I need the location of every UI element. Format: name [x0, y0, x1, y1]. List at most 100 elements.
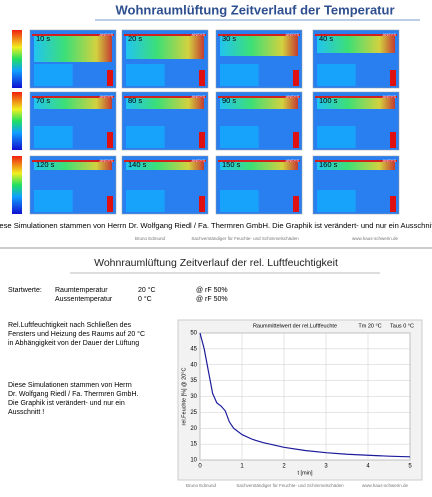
- sim-zone: [126, 64, 165, 86]
- wall: [218, 96, 300, 98]
- wall: [32, 34, 114, 36]
- sim-warm: [126, 36, 204, 59]
- sim-zone: [317, 126, 356, 148]
- sim-warm: [317, 162, 395, 170]
- footer: www.haus-schwerin.de: [362, 483, 409, 488]
- bottom-title: Wohnraumlüftung Zeitverlauf der rel. Luf…: [94, 257, 338, 269]
- paragraph: in Abhängigkeit von der Dauer der Lüftun…: [8, 340, 139, 347]
- frame-label: 70 s: [36, 96, 50, 105]
- frame-logo: ANSYS: [191, 32, 205, 37]
- sim-zone: [220, 126, 259, 148]
- sim-warm: [126, 162, 204, 170]
- frame-label: 40 s: [319, 34, 333, 43]
- x-tick-label: 4: [366, 464, 370, 470]
- x-tick-label: 2: [282, 464, 286, 470]
- sim-warm: [34, 36, 112, 62]
- chart-title: Raummittelwert der rel.Luftfeuchte: [253, 323, 337, 329]
- frame-logo: ANSYS: [382, 32, 396, 37]
- y-tick-label: 20: [190, 426, 197, 432]
- frame-logo: ANSYS: [191, 158, 205, 163]
- wall: [218, 160, 300, 162]
- heater: [107, 132, 113, 148]
- frame-label: 10 s: [36, 34, 50, 43]
- paragraph: Die Graphik ist verändert- und nur ein: [8, 400, 125, 407]
- sim-warm: [34, 162, 112, 170]
- sim-zone: [126, 126, 165, 148]
- start-value: 0 °C: [138, 295, 152, 303]
- y-tick-label: 50: [190, 331, 197, 337]
- frame-logo: ANSYS: [382, 158, 396, 163]
- frame-logo: ANSYS: [285, 94, 299, 99]
- sim-warm: [220, 98, 298, 109]
- frame-label: 120 s: [36, 160, 55, 169]
- sim-warm: [34, 98, 112, 109]
- paragraph: Rel.Luftfeuchtigkeit nach Schließen des: [8, 322, 131, 329]
- sim-zone: [34, 190, 73, 212]
- top-title: Wohnraumlüftung Zeitverlauf der Temperat…: [115, 2, 394, 17]
- y-tick-label: 15: [190, 442, 197, 448]
- x-tick-label: 1: [240, 464, 244, 470]
- frame-label: 20 s: [128, 34, 142, 43]
- heater: [293, 132, 299, 148]
- wall: [32, 96, 114, 98]
- y-tick-label: 30: [190, 394, 197, 400]
- annotation: Taus 0 °C: [390, 323, 414, 329]
- heater: [390, 132, 396, 148]
- y-tick-label: 40: [190, 362, 197, 368]
- sim-warm: [317, 36, 395, 53]
- start-value: Raumtemperatur: [55, 287, 108, 294]
- wall: [315, 34, 397, 36]
- annotation: Tm 20 °C: [358, 323, 381, 329]
- y-tick-label: 25: [190, 410, 197, 416]
- heater: [199, 70, 205, 86]
- y-tick-label: 45: [190, 346, 197, 352]
- heater: [293, 196, 299, 212]
- paragraph: Dr. Wolfgang Riedl / Fa. Thermren GmbH.: [8, 391, 139, 398]
- y-axis-label: rel.Feuchte [%] @ 20°C: [181, 368, 187, 426]
- wall: [218, 34, 300, 36]
- frame-logo: ANSYS: [191, 94, 205, 99]
- sim-warm: [220, 36, 298, 56]
- data-line: [199, 332, 411, 458]
- x-tick-label: 0: [198, 464, 202, 470]
- footer: Bruno Edmund: [186, 483, 217, 488]
- frame-label: 160 s: [319, 160, 338, 169]
- x-tick-label: 3: [324, 464, 328, 470]
- sim-warm: [220, 162, 298, 170]
- footer: www.haus-schwerin.de: [352, 236, 399, 241]
- y-tick-label: 35: [190, 378, 197, 384]
- footer: Sachverständiger für Feuchte- und Schimm…: [191, 236, 299, 241]
- frame-label: 80 s: [128, 96, 142, 105]
- sim-zone: [220, 64, 259, 86]
- paragraph: Diese Simulationen stammen von Herrn: [8, 382, 132, 389]
- x-tick-label: 5: [408, 464, 412, 470]
- heater: [390, 70, 396, 86]
- frame-label: 90 s: [222, 96, 236, 105]
- sim-zone: [126, 190, 165, 212]
- y-tick-label: 10: [190, 458, 197, 464]
- paragraph: Ausschnitt !: [8, 409, 44, 416]
- wall: [124, 160, 206, 162]
- heater: [199, 132, 205, 148]
- sim-zone: [317, 190, 356, 212]
- frame-logo: ANSYS: [285, 32, 299, 37]
- color-bar: [12, 30, 22, 88]
- start-label: Startwerte:: [8, 287, 42, 294]
- sim-zone: [317, 64, 356, 86]
- start-value: Aussentemperatur: [55, 296, 113, 303]
- frame-logo: ANSYS: [99, 158, 113, 163]
- color-bar: [12, 156, 22, 214]
- sim-warm: [126, 98, 204, 109]
- wall: [124, 34, 206, 36]
- start-value: @ rF 50%: [196, 296, 228, 303]
- heater: [199, 196, 205, 212]
- footer: Bruno Edmund: [135, 236, 166, 241]
- wall: [124, 96, 206, 98]
- frame-logo: ANSYS: [285, 158, 299, 163]
- frame-logo: ANSYS: [99, 94, 113, 99]
- frame-label: 30 s: [222, 34, 236, 43]
- heater: [293, 70, 299, 86]
- frame-label: 140 s: [128, 160, 147, 169]
